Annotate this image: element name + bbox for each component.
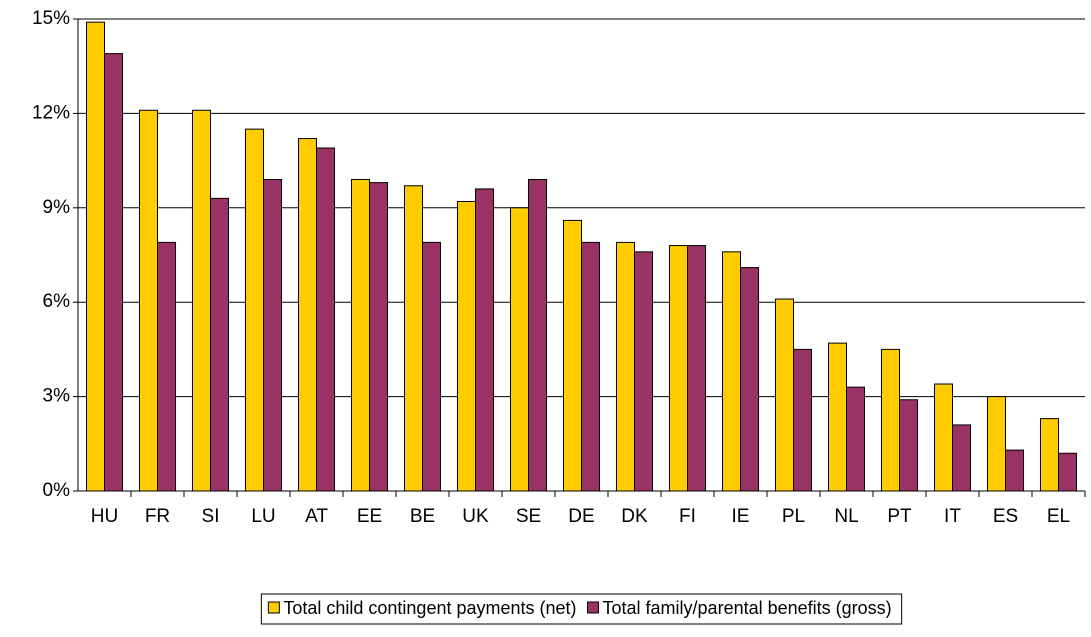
legend-box — [260, 593, 903, 625]
y-tick-label: 3% — [43, 386, 71, 407]
x-tick-label: SI — [202, 506, 220, 527]
bar — [138, 109, 158, 492]
bar — [793, 348, 813, 492]
bar — [350, 178, 371, 492]
y-tick-label: 12% — [32, 102, 70, 123]
bar — [1058, 452, 1078, 492]
x-tick-label: IE — [732, 506, 750, 527]
bar — [615, 241, 635, 492]
bar — [316, 147, 336, 492]
bar — [422, 241, 442, 492]
bar — [740, 267, 760, 492]
bar — [1039, 418, 1059, 492]
x-tick-label: PL — [782, 506, 805, 527]
x-tick-label: FR — [145, 506, 170, 527]
bar — [581, 241, 601, 492]
legend: Total child contingent payments (net) Tot… — [260, 593, 903, 625]
bar — [774, 298, 794, 492]
x-tick-label: SE — [516, 506, 541, 527]
x-tick-label: HU — [91, 506, 118, 527]
x-tick-label: NL — [834, 506, 858, 527]
x-tick-label: LU — [251, 506, 275, 527]
bar — [899, 399, 919, 492]
y-tick-label: 0% — [43, 480, 71, 501]
x-tick-label: ES — [993, 506, 1018, 527]
x-tick-label: DK — [621, 506, 648, 527]
x-tick-label: UK — [462, 506, 489, 527]
bar — [157, 241, 177, 492]
bar — [210, 197, 230, 492]
bar — [528, 178, 548, 492]
bar — [475, 188, 495, 492]
y-tick-label: 15% — [32, 8, 70, 29]
x-tick-label: EL — [1047, 506, 1070, 527]
bar — [1005, 449, 1025, 492]
bar — [509, 207, 530, 492]
y-tick-label: 9% — [43, 197, 71, 218]
bar — [880, 348, 900, 492]
bar — [933, 383, 953, 492]
bar — [369, 182, 389, 492]
x-tick-label: DE — [568, 506, 594, 527]
x-tick-label: PT — [887, 506, 912, 527]
bar — [263, 178, 283, 492]
x-tick-label: AT — [305, 506, 328, 527]
bar — [191, 109, 211, 492]
legend-swatch — [267, 601, 280, 614]
bar — [634, 251, 654, 492]
x-tick-label: IT — [944, 506, 961, 527]
bar — [687, 245, 707, 492]
y-tick-label: 6% — [43, 291, 71, 312]
bar — [297, 138, 318, 492]
bar — [986, 396, 1006, 492]
bar — [456, 201, 477, 492]
bar — [104, 53, 124, 492]
x-tick-label: BE — [410, 506, 435, 527]
bar — [952, 424, 972, 492]
bar — [403, 185, 424, 492]
bar — [244, 128, 264, 492]
bar — [846, 386, 866, 492]
bar — [562, 219, 582, 492]
legend-label: Total child contingent payments (net) — [283, 598, 576, 618]
x-tick-label: FI — [679, 506, 696, 527]
legend-swatch — [587, 601, 600, 614]
bar — [721, 251, 741, 492]
x-tick-label: EE — [357, 506, 382, 527]
legend-label: Total family/parental benefits (gross) — [603, 598, 892, 618]
bar — [668, 245, 688, 492]
bar — [85, 21, 106, 492]
bar — [827, 342, 847, 492]
